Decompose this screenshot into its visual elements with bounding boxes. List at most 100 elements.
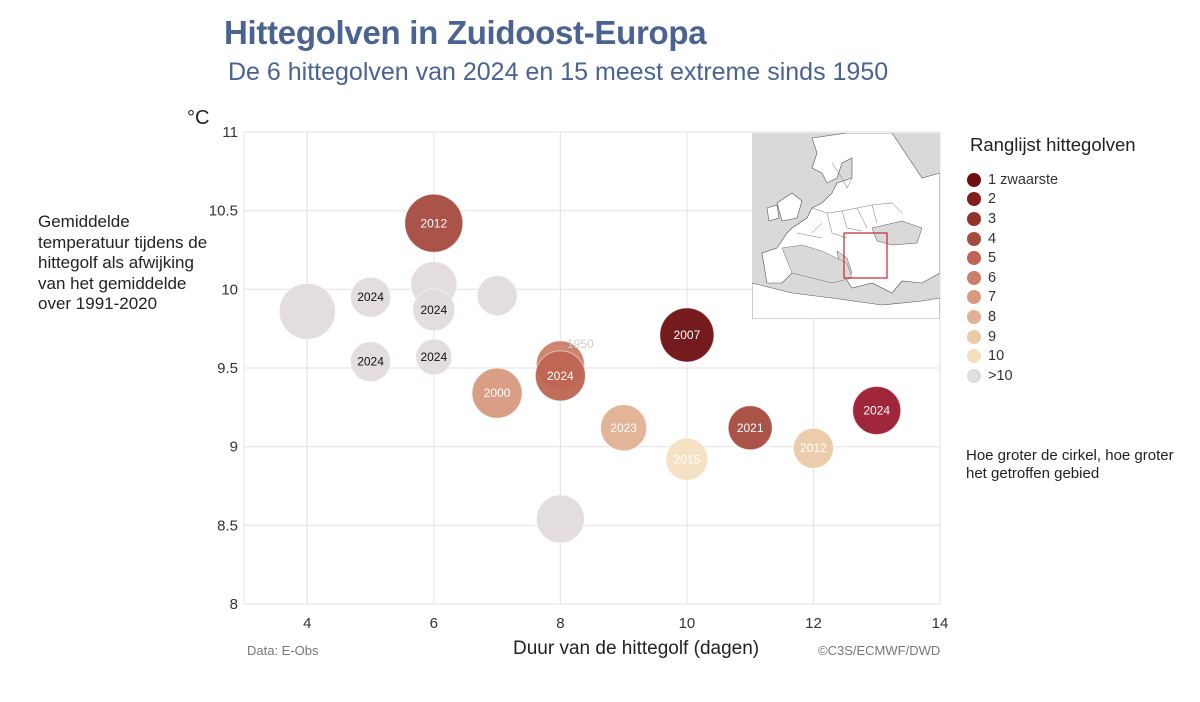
chart-title: Hittegolven in Zuidoost-Europa <box>224 14 707 51</box>
europe-map <box>751 132 941 320</box>
legend-swatch-icon <box>967 368 981 383</box>
legend-swatch-icon <box>967 290 981 305</box>
y-tick-label: 9.5 <box>217 360 238 377</box>
bubble-label: 2023 <box>610 421 637 435</box>
bubble-circle <box>852 385 902 435</box>
bubble: 2024 <box>412 288 456 332</box>
bubble-circle <box>350 276 392 318</box>
legend-swatch-icon <box>967 270 981 285</box>
bubble: 2015 <box>665 437 709 481</box>
bubble-label: 1950 <box>567 337 594 351</box>
legend-swatch-icon <box>967 192 981 207</box>
legend-label: 2 <box>988 191 997 208</box>
legend-item: 4 <box>967 229 1058 249</box>
bubble: 2024 <box>852 385 902 435</box>
legend-title: Ranglijst hittegolven <box>970 134 1136 155</box>
bubble: 2012 <box>792 427 834 469</box>
bubble-label: 2012 <box>800 441 827 455</box>
bubble-circle <box>415 338 453 376</box>
grid-lines <box>243 131 941 605</box>
legend-item: 2 <box>967 190 1058 210</box>
legend-item: 6 <box>967 268 1058 288</box>
legend-swatch-icon <box>967 172 981 187</box>
bubble-circle <box>278 282 336 340</box>
bubble: 2007 <box>659 307 715 363</box>
bubble-label: 2012 <box>420 216 447 230</box>
bubble <box>278 282 336 340</box>
bubble-label: 2024 <box>420 303 447 317</box>
legend-label: 4 <box>988 230 997 247</box>
legend-item: 3 <box>967 209 1058 229</box>
chart-subtitle: De 6 hittegolven van 2024 en 15 meest ex… <box>228 58 889 86</box>
bubble-circle <box>665 437 709 481</box>
legend-item: 7 <box>967 288 1058 308</box>
bubble <box>535 494 585 544</box>
bubbles: 2024 2024 2012 2024 2024 2000 1950 2024 2023 2007… <box>278 193 902 544</box>
legend-item: 10 <box>967 346 1058 366</box>
bubble-label: 2007 <box>674 328 701 342</box>
bubble-label: 2015 <box>674 452 701 466</box>
legend-label: >10 <box>988 367 1013 384</box>
legend-label: 7 <box>988 289 997 306</box>
legend-item: 1 zwaarste <box>967 170 1058 190</box>
bubble-circle <box>476 275 518 317</box>
bubble: 2024 <box>534 350 586 402</box>
x-tick-label: 8 <box>556 615 564 632</box>
legend-swatch-icon <box>967 211 981 226</box>
x-tick-label: 10 <box>679 615 696 632</box>
data-source: Data: E-Obs <box>247 643 319 658</box>
y-tick-label: 10.5 <box>209 203 238 220</box>
legend-swatch-icon <box>967 231 981 246</box>
bubble-circle <box>350 341 392 383</box>
bubble-circle <box>534 350 586 402</box>
bubble-label: 2024 <box>357 355 384 369</box>
bubble-circle <box>659 307 715 363</box>
x-axis-label: Duur van de hittegolf (dagen) <box>513 638 760 659</box>
bubble-circle <box>471 367 523 419</box>
bubble-label: 2024 <box>357 290 384 304</box>
legend-swatch-icon <box>967 309 981 324</box>
legend-label: 5 <box>988 250 997 267</box>
y-axis-label: Gemiddelde temperatuur tijdens de hitteg… <box>38 212 208 313</box>
bubble: 2023 <box>600 404 648 452</box>
legend-item: 8 <box>967 307 1058 327</box>
legend-item: 5 <box>967 248 1058 268</box>
legend-swatch-icon <box>967 329 981 344</box>
y-tick-labels: 8 8.5 9 9.5 10 10.5 11 <box>209 124 238 613</box>
bubble: 2024 <box>350 341 392 383</box>
legend-label: 1 zwaarste <box>988 171 1059 188</box>
y-unit-label: °C <box>187 107 210 129</box>
legend-swatch-icon <box>967 349 981 364</box>
x-tick-label: 14 <box>932 615 949 632</box>
bubble-circle <box>792 427 834 469</box>
bubble-label: 2024 <box>863 403 890 417</box>
x-tick-label: 4 <box>303 615 311 632</box>
bubble-label: 2021 <box>737 421 764 435</box>
region-highlight-box <box>843 232 888 279</box>
legend-label: 3 <box>988 210 997 227</box>
bubble-label: 2024 <box>547 369 574 383</box>
bubble: 2021 <box>727 405 773 451</box>
bubble-circle <box>600 404 648 452</box>
credit: ©C3S/ECMWF/DWD <box>818 643 941 658</box>
bubble: 2024 <box>415 338 453 376</box>
bubble-label: 2024 <box>420 350 447 364</box>
legend-item: >10 <box>967 366 1058 386</box>
legend-swatch-icon <box>967 251 981 266</box>
bubble <box>476 275 518 317</box>
y-tick-label: 8.5 <box>217 517 238 534</box>
bubble-label: 2000 <box>484 386 511 400</box>
y-tick-label: 11 <box>222 124 238 141</box>
legend-label: 6 <box>988 269 997 286</box>
inset-map <box>751 132 941 320</box>
y-tick-label: 9 <box>230 439 238 456</box>
x-tick-label: 6 <box>430 615 438 632</box>
x-tick-labels: 4 6 8 10 12 14 <box>303 615 948 632</box>
bubble: 2000 <box>471 367 523 419</box>
legend-label: 9 <box>988 328 997 345</box>
legend: 1 zwaarste 2 3 4 5 6 7 8 9 10 >10 <box>967 170 1058 386</box>
x-tick-label: 12 <box>805 615 822 632</box>
y-tick-label: 10 <box>221 281 238 298</box>
bubble: 2024 <box>350 276 392 318</box>
